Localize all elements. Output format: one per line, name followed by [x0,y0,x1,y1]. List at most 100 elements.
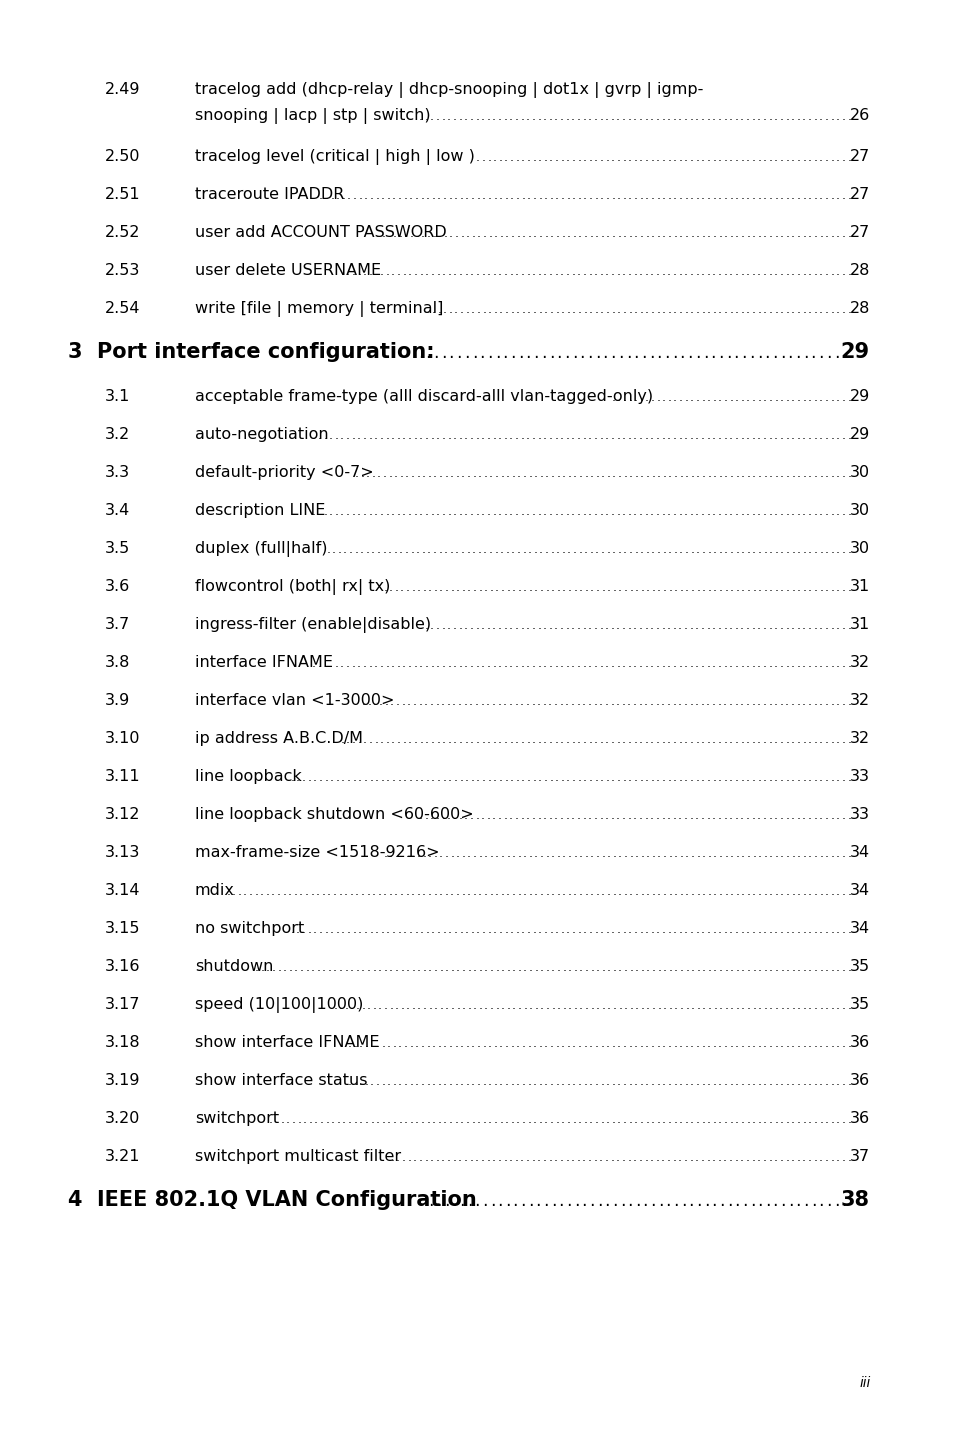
Text: .: . [560,1037,564,1050]
Text: .: . [695,189,699,202]
Text: .: . [517,998,521,1011]
Text: .: . [498,1074,502,1087]
Text: .: . [622,1113,626,1126]
Text: .: . [517,580,520,593]
Text: .: . [393,543,397,556]
Text: .: . [729,998,733,1011]
Text: .: . [463,1150,467,1164]
Text: .: . [661,1037,665,1050]
Text: .: . [829,265,834,278]
Text: .: . [436,733,439,746]
Text: .: . [735,543,739,556]
Text: .: . [663,344,669,362]
Text: .: . [436,1074,441,1087]
Text: .: . [471,1113,475,1126]
Text: .: . [366,998,371,1011]
Text: .: . [542,733,547,746]
Text: .: . [534,467,537,480]
Text: .: . [532,1037,537,1050]
Text: .: . [345,504,350,517]
Text: .: . [644,1113,648,1126]
Text: .: . [599,922,603,935]
Text: .: . [813,428,817,441]
Text: .: . [594,922,598,935]
Text: .: . [436,189,440,202]
Text: .: . [649,733,654,746]
Text: .: . [841,189,844,202]
Text: .: . [436,619,439,632]
Text: .: . [718,1074,721,1087]
Text: .: . [470,733,474,746]
Text: .: . [448,189,452,202]
Text: .: . [771,344,777,362]
Text: .: . [644,391,648,404]
Text: .: . [526,922,530,935]
Text: .: . [689,809,693,822]
Text: .: . [679,344,684,362]
Text: .: . [463,695,467,707]
Text: .: . [335,428,338,441]
Text: .: . [784,265,788,278]
Text: .: . [243,885,247,898]
Text: .: . [695,733,699,746]
Text: .: . [835,846,840,859]
Text: .: . [472,885,476,898]
Text: .: . [450,580,454,593]
Text: .: . [645,885,649,898]
Text: .: . [375,1074,379,1087]
Text: .: . [508,695,512,707]
Text: .: . [712,580,717,593]
Text: 3.5: 3.5 [105,540,131,556]
Text: .: . [371,543,375,556]
Text: .: . [717,428,720,441]
Text: .: . [436,809,439,822]
Text: .: . [441,619,445,632]
Text: .: . [547,695,552,707]
Text: .: . [559,504,563,517]
Text: .: . [745,1074,749,1087]
Text: .: . [651,846,655,859]
Text: .: . [356,656,360,670]
Text: .: . [623,846,627,859]
Text: .: . [757,467,760,480]
Text: .: . [706,770,710,783]
Text: .: . [493,1074,497,1087]
Text: .: . [544,467,548,480]
Text: .: . [796,695,800,707]
Text: .: . [587,1150,591,1164]
Text: .: . [762,580,766,593]
Text: .: . [565,922,570,935]
Text: .: . [734,1150,738,1164]
Text: .: . [457,110,462,123]
Text: .: . [751,580,756,593]
Text: 3.7: 3.7 [105,617,131,632]
Text: .: . [395,998,398,1011]
Text: .: . [643,1150,647,1164]
Text: .: . [757,733,760,746]
Text: .: . [430,733,434,746]
Text: .: . [396,922,401,935]
Text: .: . [679,226,682,239]
Text: .: . [362,656,366,670]
Text: .: . [433,846,437,859]
Text: .: . [774,998,778,1011]
Text: .: . [639,580,643,593]
Text: .: . [497,656,501,670]
Text: .: . [433,885,436,898]
Text: .: . [498,1037,502,1050]
Text: .: . [740,1150,743,1164]
Text: .: . [598,656,602,670]
Text: .: . [700,656,704,670]
Text: .: . [796,619,800,632]
Text: .: . [450,961,454,974]
Text: .: . [392,770,395,783]
Text: .: . [706,885,711,898]
Text: .: . [537,150,541,163]
Text: .: . [757,391,760,404]
Text: .: . [481,150,485,163]
Text: .: . [768,391,772,404]
Text: .: . [661,226,665,239]
Text: .: . [335,770,339,783]
Text: .: . [735,846,739,859]
Text: .: . [577,922,580,935]
